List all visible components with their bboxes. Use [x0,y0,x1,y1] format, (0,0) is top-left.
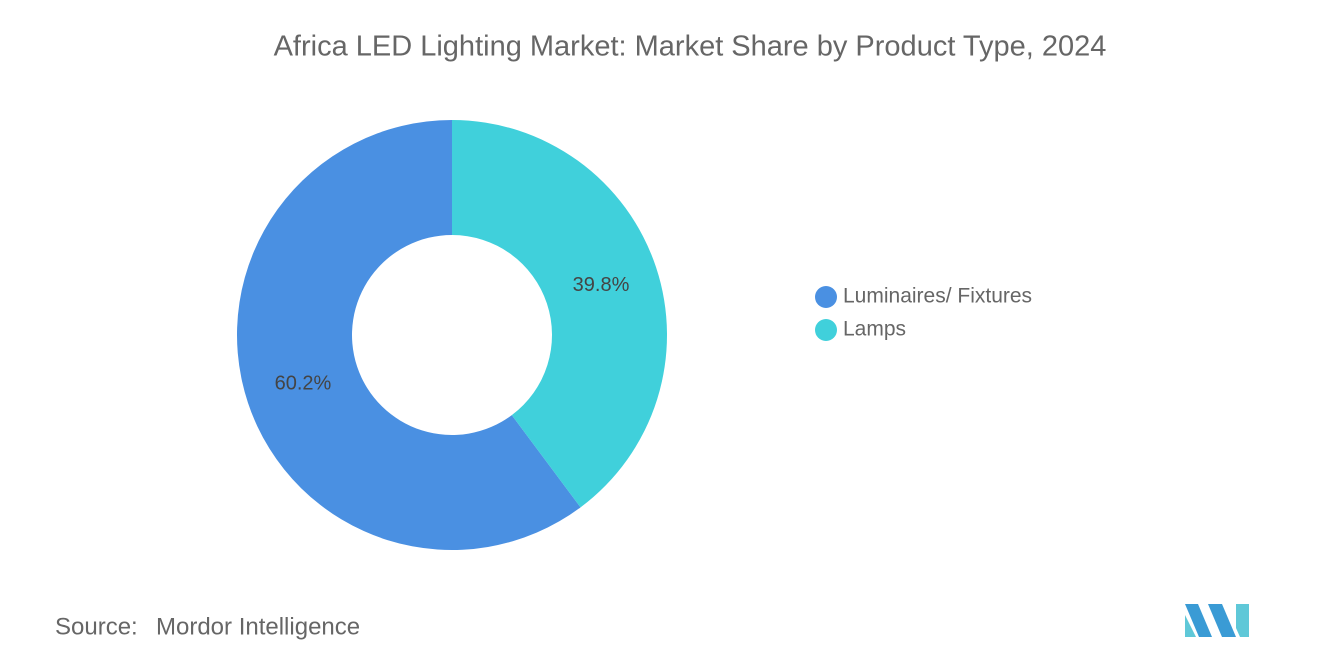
legend-label: Luminaires/ Fixtures [843,285,1032,308]
legend-marker [815,319,837,341]
logo [1185,604,1249,637]
chart-title: Africa LED Lighting Market: Market Share… [274,31,1107,63]
data-label: 39.8% [573,274,630,296]
legend-marker [815,286,837,308]
legend-label: Lamps [843,318,906,341]
data-label: 60.2% [275,373,332,395]
source-label: Source: [55,613,138,640]
donut-slice [452,120,667,508]
donut-slice [237,120,581,550]
source: Mordor Intelligence [156,613,360,640]
